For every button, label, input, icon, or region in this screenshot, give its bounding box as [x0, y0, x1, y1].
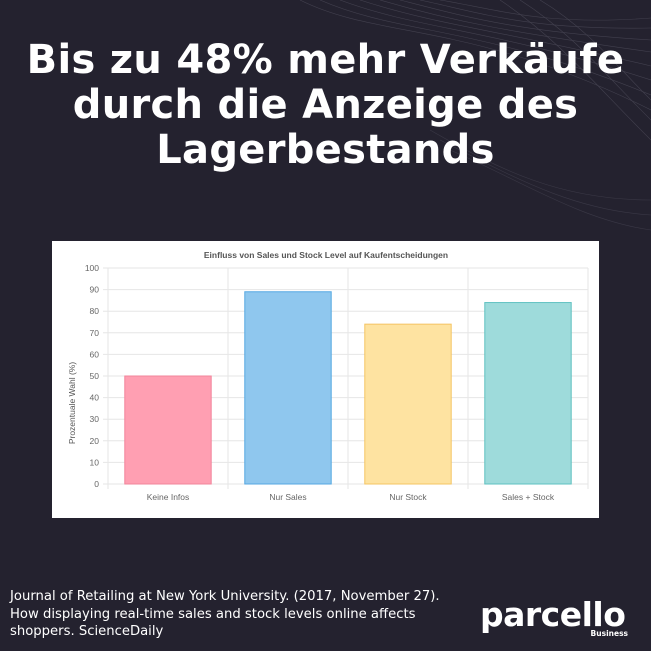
x-tick-label: Sales + Stock: [502, 492, 555, 502]
chart-title: Einfluss von Sales und Stock Level auf K…: [204, 250, 448, 260]
y-tick-label: 80: [90, 306, 100, 316]
headline-line-1: Bis zu 48% mehr Verkäufe: [26, 37, 625, 83]
bar-nur-sales: [244, 291, 332, 485]
headline: Bis zu 48% mehr Verkäufe durch die Anzei…: [0, 38, 651, 173]
bar-chart: Einfluss von Sales und Stock Level auf K…: [67, 250, 589, 502]
y-tick-label: 70: [90, 328, 100, 338]
bar-sales-stock: [484, 302, 572, 485]
logo-wordmark: parcello: [480, 595, 626, 634]
parcello-logo: parcello Business: [480, 595, 630, 639]
x-tick-label: Keine Infos: [147, 492, 190, 502]
chart-card: Einfluss von Sales und Stock Level auf K…: [52, 241, 599, 518]
bar-keine-infos: [124, 375, 212, 485]
y-tick-label: 90: [90, 285, 100, 295]
y-axis-label: Prozentuale Wahl (%): [67, 362, 77, 445]
x-tick-label: Nur Sales: [269, 492, 306, 502]
y-tick-label: 40: [90, 393, 100, 403]
headline-line-2: durch die Anzeige des: [72, 82, 579, 128]
x-tick-label: Nur Stock: [389, 492, 427, 502]
y-tick-label: 0: [94, 479, 99, 489]
logo-subtitle: Business: [590, 629, 628, 638]
y-tick-label: 100: [85, 263, 99, 273]
y-tick-label: 10: [90, 457, 100, 467]
y-tick-label: 30: [90, 414, 100, 424]
y-tick-label: 60: [90, 349, 100, 359]
source-citation: Journal of Retailing at New York Univers…: [10, 589, 440, 639]
headline-line-3: Lagerbestands: [156, 127, 495, 173]
y-tick-label: 50: [90, 371, 100, 381]
bar-nur-stock: [364, 323, 452, 485]
y-tick-label: 20: [90, 436, 100, 446]
